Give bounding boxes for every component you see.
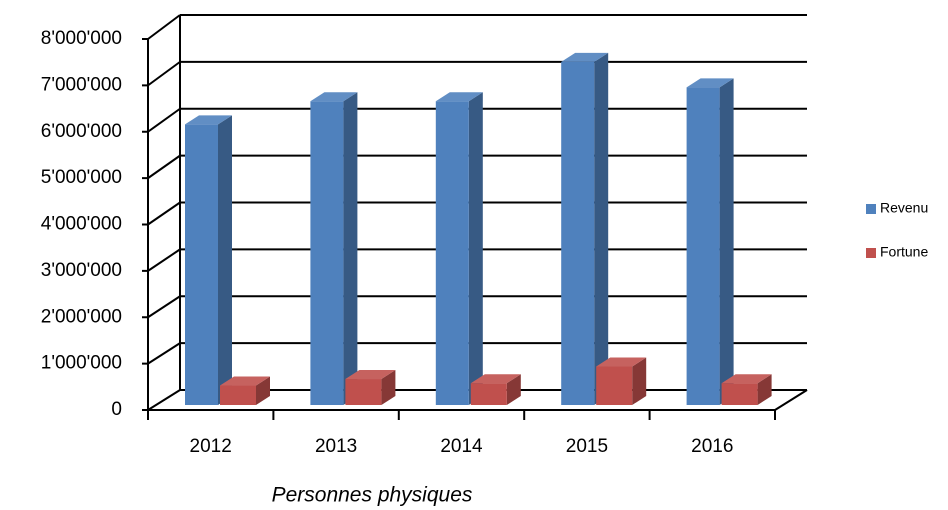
bar-side (757, 374, 772, 405)
legend-label: Revenu (880, 200, 928, 216)
grid-line (147, 107, 181, 133)
bar-top (470, 374, 521, 384)
grid-line (147, 295, 181, 319)
bar (345, 379, 382, 405)
legend-swatch (866, 204, 876, 214)
floor-right (774, 389, 808, 411)
x-tick-label: 2012 (190, 436, 232, 457)
bar-top (721, 374, 772, 384)
y-tick-label: 7'000'000 (41, 74, 122, 95)
bar (721, 383, 758, 405)
y-tick-label: 3'000'000 (41, 260, 122, 281)
bar-side (594, 52, 609, 405)
bar-top (596, 357, 647, 367)
bar-side (343, 92, 358, 406)
legend-label: Fortune (880, 244, 928, 260)
y-tick-label: 0 (111, 399, 122, 420)
bar (470, 383, 507, 405)
legend-swatch (866, 248, 876, 258)
bar-top (345, 370, 396, 380)
grid-line (147, 154, 181, 179)
bar-side (256, 376, 270, 405)
x-tick-label: 2013 (315, 436, 357, 457)
bar-top (310, 92, 358, 102)
bar (596, 366, 633, 405)
bar-top (686, 78, 734, 88)
y-tick-label: 5'000'000 (41, 167, 122, 188)
bar (686, 87, 720, 406)
grid-line (147, 248, 181, 272)
bar-side (218, 115, 232, 406)
bar-side (719, 78, 734, 406)
bar (185, 124, 218, 406)
bar-side (506, 374, 521, 405)
y-tick-label: 6'000'000 (41, 121, 122, 142)
x-tick-label: 2014 (440, 436, 483, 457)
y-tick-label: 2'000'000 (41, 306, 122, 327)
grid-line (147, 389, 181, 411)
bar (220, 385, 256, 405)
bar-side (381, 370, 396, 405)
bar-side (468, 92, 483, 406)
bar-top (185, 115, 232, 125)
y-tick-label: 4'000'000 (41, 214, 122, 235)
y-tick-label: 8'000'000 (41, 28, 122, 49)
grid-line (147, 342, 181, 365)
grid-line (147, 14, 181, 40)
x-axis-title: Personnes physiques (272, 484, 473, 507)
grid-line (147, 61, 181, 87)
bar-side (632, 357, 647, 405)
x-tick-label: 2015 (566, 436, 608, 457)
bar (561, 61, 595, 405)
bar-top (435, 92, 483, 102)
x-tick-label: 2016 (691, 436, 733, 457)
y-tick-label: 1'000'000 (41, 353, 122, 374)
bar (310, 101, 344, 406)
bar-top (220, 376, 270, 386)
bar-top (561, 52, 609, 62)
bar (435, 101, 469, 406)
grid-line (147, 201, 181, 226)
